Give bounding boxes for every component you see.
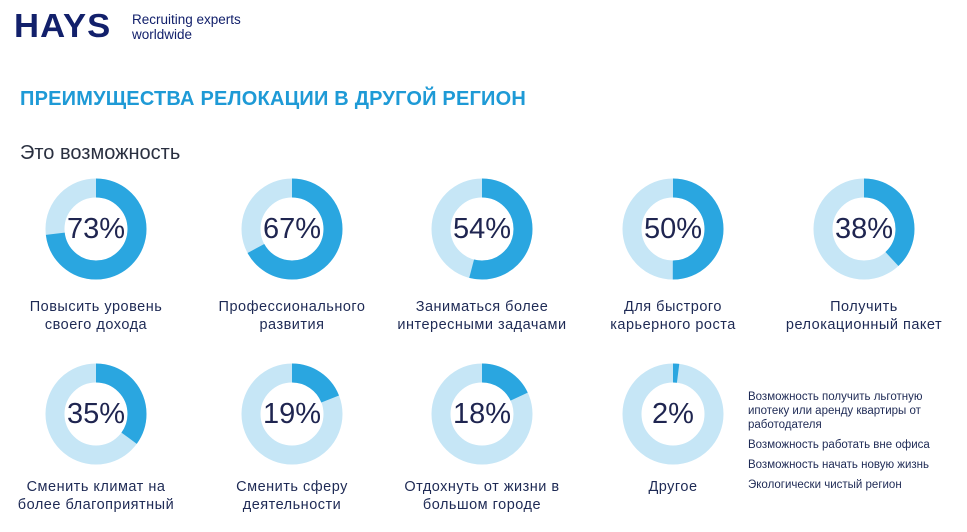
- donut-percent-label: 18%: [452, 397, 512, 430]
- donut-label-line: своего дохода: [44, 317, 148, 333]
- donut-label-line: Профессионального: [218, 299, 366, 315]
- donut-percent-label: 35%: [66, 397, 126, 430]
- donut-percent-label: 54%: [452, 212, 512, 245]
- donut-value-arc: [431, 363, 533, 465]
- donut-svg: [241, 363, 343, 465]
- donut-label-line: интересными задачами: [397, 317, 567, 333]
- donut-chart: 18%: [430, 362, 534, 466]
- donut-chart: 2%: [621, 362, 725, 466]
- donut-category-label: Сменить сферу деятельности: [202, 478, 382, 514]
- donut-value-arc: [241, 178, 343, 280]
- donut-chart: 38%: [812, 177, 916, 281]
- donut-value-arc: [431, 178, 533, 280]
- donut-label-line: деятельности: [242, 497, 342, 513]
- donut-label-line: развития: [259, 317, 325, 333]
- donut-svg: [813, 178, 915, 280]
- donut-label-line: Для быстрого: [624, 299, 722, 315]
- donut-percent-label: 67%: [262, 212, 322, 245]
- donut-value-arc: [622, 178, 724, 280]
- donut-category-label: Повысить уровень своего дохода: [6, 298, 186, 334]
- donut-svg: [431, 178, 533, 280]
- donut-svg: [45, 363, 147, 465]
- other-breakdown-item: Возможность работать вне офиса: [748, 439, 930, 451]
- page-title: ПРЕИМУЩЕСТВА РЕЛОКАЦИИ В ДРУГОЙ РЕГИОН: [20, 88, 527, 110]
- logo-tagline: Recruiting experts worldwide: [132, 12, 282, 42]
- donut-label-line: Повысить уровень: [29, 299, 163, 315]
- donut-percent-label: 38%: [834, 212, 894, 245]
- other-breakdown-list: Возможность получить льготную ипотеку ил…: [748, 390, 953, 498]
- donut-label-line: релокационный пакет: [785, 317, 943, 333]
- donut-category-label: Отдохнуть от жизни в большом городе: [392, 478, 572, 514]
- donut-label-line: большом городе: [422, 497, 542, 513]
- donut-label-line: Заниматься более: [415, 299, 549, 315]
- donut-svg: [241, 178, 343, 280]
- donut-category-label: Для быстрого карьерного роста: [583, 298, 763, 334]
- donut-label-line: Сменить климат на: [26, 479, 166, 495]
- donut-category-label: Заниматься более интересными задачами: [392, 298, 572, 334]
- donut-chart: 35%: [44, 362, 148, 466]
- donut-chart: 67%: [240, 177, 344, 281]
- logo-wordmark: HAYS: [14, 7, 112, 44]
- donut-category-label: Профессионального развития: [202, 298, 382, 334]
- other-breakdown-item: Возможность получить льготную ипотеку ил…: [748, 391, 923, 431]
- donut-label-line: Сменить сферу: [236, 479, 348, 495]
- donut-svg: [622, 363, 724, 465]
- donut-label-line: более благоприятный: [17, 497, 175, 513]
- donut-value-arc: [622, 363, 724, 465]
- logo-tagline-line2: worldwide: [132, 27, 193, 42]
- donut-percent-label: 19%: [262, 397, 322, 430]
- donut-label-line: карьерного роста: [610, 317, 736, 333]
- logo-tagline-line1: Recruiting experts: [132, 12, 241, 27]
- page-subtitle: Это возможность: [20, 142, 181, 164]
- donut-category-label: Получить релокационный пакет: [774, 298, 954, 334]
- donut-percent-label: 2%: [652, 397, 694, 430]
- donut-chart: 54%: [430, 177, 534, 281]
- donut-chart: 19%: [240, 362, 344, 466]
- donut-category-label: Другое: [583, 478, 763, 496]
- donut-value-arc: [45, 363, 147, 465]
- donut-chart: 73%: [44, 177, 148, 281]
- other-breakdown-item: Возможность начать новую жизнь: [748, 459, 930, 471]
- donut-percent-label: 50%: [643, 212, 703, 245]
- donut-chart: 50%: [621, 177, 725, 281]
- donut-value-arc: [45, 178, 147, 280]
- other-breakdown-item: Экологически чистый регион: [748, 479, 902, 491]
- donut-category-label: Сменить климат на более благоприятный: [6, 478, 186, 514]
- donut-svg: [45, 178, 147, 280]
- donut-svg: [431, 363, 533, 465]
- donut-label-line: Отдохнуть от жизни в: [404, 479, 560, 495]
- donut-svg: [622, 178, 724, 280]
- donut-value-arc: [241, 363, 343, 465]
- donut-label-line: Получить: [830, 299, 898, 315]
- donut-value-arc: [813, 178, 915, 280]
- donut-label-line: Другое: [648, 479, 698, 495]
- donut-percent-label: 73%: [66, 212, 126, 245]
